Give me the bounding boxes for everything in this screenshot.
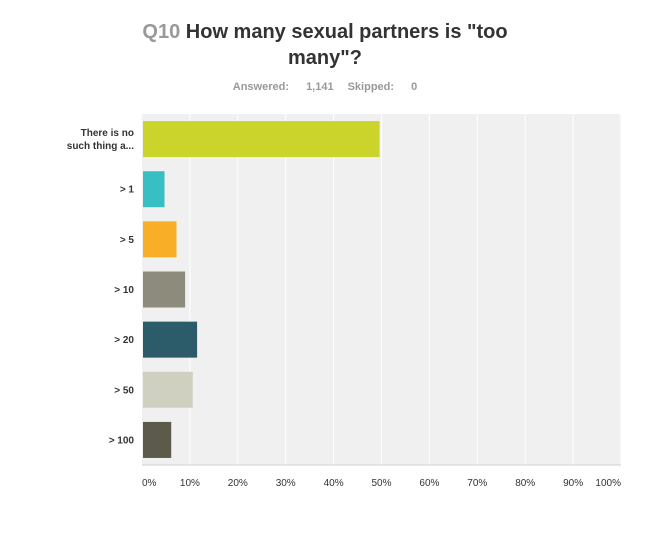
skipped-stat: Skipped: 0 (348, 81, 418, 93)
x-tick-label: 50% (371, 478, 391, 489)
bar (143, 171, 165, 208)
category-label: such thing a... (67, 141, 134, 152)
bar (143, 371, 193, 408)
x-tick-label: 70% (467, 478, 487, 489)
bar (143, 221, 177, 258)
category-labels: There is no such thing a... > 1 > 5 > 10 > 20… (67, 128, 135, 446)
skipped-label: Skipped: (347, 81, 395, 93)
chart-title: Q10 How many sexual partners is "too man… (130, 19, 520, 71)
x-tick-label: 60% (419, 478, 439, 489)
answered-count: 1,141 (306, 81, 334, 93)
x-tick-label: 30% (276, 478, 296, 489)
x-tick-label: 40% (324, 478, 344, 489)
x-tick-label: 0% (142, 478, 157, 489)
response-stats: Answered: 1,141 Skipped: 0 (0, 81, 650, 93)
bar (143, 271, 186, 308)
category-label: > 100 (109, 435, 135, 446)
skipped-count: 0 (411, 81, 418, 93)
bar (143, 321, 198, 358)
x-tick-label: 80% (515, 478, 535, 489)
question-text: How many sexual partners is "too many"? (185, 21, 508, 69)
gridlines (189, 114, 622, 465)
bar (143, 421, 172, 458)
category-label: > 20 (114, 335, 134, 346)
category-label: There is no (81, 128, 134, 139)
category-label: > 5 (120, 235, 135, 246)
question-number: Q10 (142, 21, 181, 43)
bars (143, 121, 380, 458)
answered-stat: Answered: 1,141 (233, 81, 334, 93)
category-label: > 10 (114, 285, 134, 296)
x-tick-label: 20% (228, 478, 248, 489)
category-label: > 50 (114, 385, 134, 396)
category-label: > 1 (120, 185, 135, 196)
answered-label: Answered: (232, 81, 289, 93)
x-tick-label: 90% (563, 478, 583, 489)
x-tick-labels: 0% 10% 20% 30% 40% 50% 60% 70% 80% 90% 100% (142, 478, 621, 489)
x-tick-label: 10% (180, 478, 200, 489)
bar (143, 121, 380, 158)
x-tick-label: 100% (595, 478, 621, 489)
